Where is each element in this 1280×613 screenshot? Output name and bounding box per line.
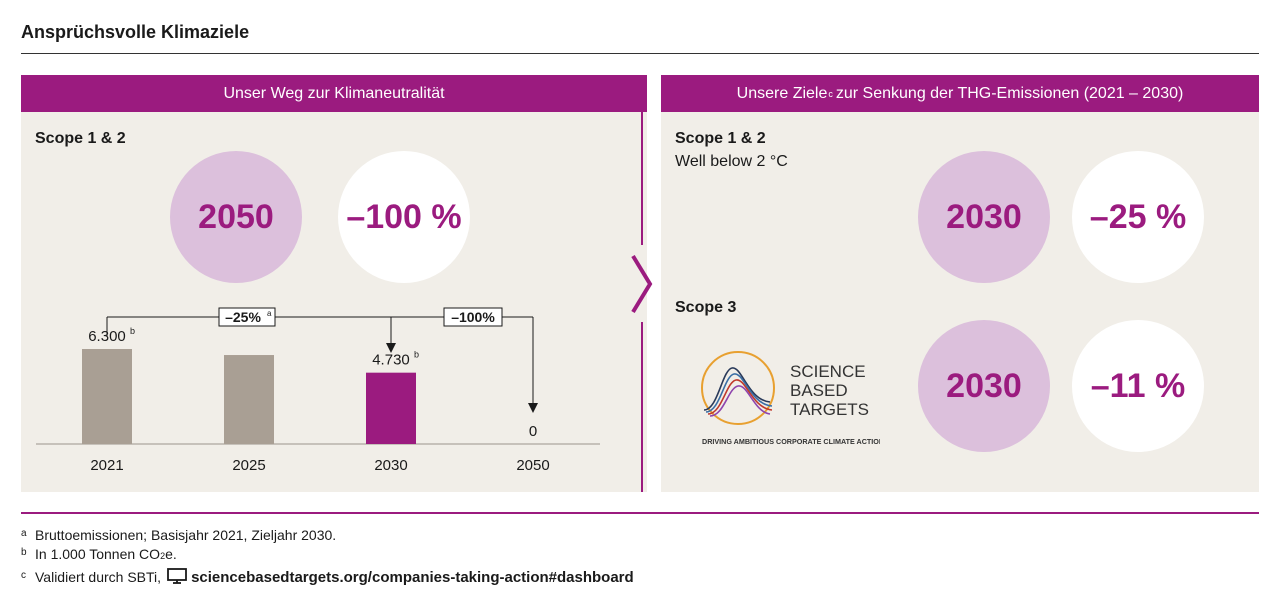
chevron-right-icon: [631, 254, 653, 314]
title-rule: [21, 53, 1259, 54]
right-scope3-label: Scope 3: [675, 299, 737, 316]
right-header-sup: c: [828, 88, 833, 99]
annotation-minus-25-label: –25%: [225, 309, 261, 325]
right-scope12-label: Scope 1 & 2: [675, 130, 766, 147]
arrow-head-2030: [386, 343, 396, 353]
left-target-year-circle: 2050: [170, 151, 302, 283]
footnote-c-text: Validiert durch SBTi,: [35, 569, 162, 585]
left-panel-header: Unser Weg zur Klimaneutralität: [21, 75, 647, 112]
data-label-2030: 4.730: [372, 352, 410, 369]
sbt-logo-circle-icon: [701, 351, 775, 425]
sbt-logo-tagline: DRIVING AMBITIOUS CORPORATE CLIMATE ACTI…: [702, 437, 880, 446]
monitor-icon: [167, 568, 187, 584]
footnote-b-text-post: e.: [165, 546, 177, 562]
x-tick-label-2021: 2021: [90, 457, 123, 474]
left-target-reduction-circle: –100 %: [338, 151, 470, 283]
footnote-b-mark: b: [21, 547, 27, 558]
footnote-c-mark: c: [21, 570, 26, 581]
footnote-a-mark: a: [21, 528, 27, 539]
left-panel: Unser Weg zur Klimaneutralität: [21, 75, 647, 492]
sbt-logo-line2: BASED: [790, 381, 848, 400]
data-label-2050: 0: [529, 423, 537, 440]
footnote-a: a Bruttoemissionen; Basisjahr 2021, Ziel…: [21, 527, 336, 543]
annotation-minus-25-footnote: a: [267, 309, 272, 318]
right-header-pre: Unsere Ziele: [736, 84, 828, 102]
scope12-reduction-circle: –25 %: [1072, 151, 1204, 283]
left-scope-label: Scope 1 & 2: [35, 130, 126, 147]
x-tick-label-2030: 2030: [374, 457, 407, 474]
footer-rule: [21, 512, 1259, 514]
bar-2021: [82, 349, 132, 444]
panel-divider-top: [641, 75, 643, 245]
annotation-minus-100-box: [443, 307, 503, 327]
right-header-post: zur Senkung der THG-Emissionen (2021 – 2…: [835, 84, 1184, 102]
sbt-logo-line3: TARGETS: [790, 400, 869, 419]
scope3-year-circle: 2030: [918, 320, 1050, 452]
page-title: Ansprüchsvolle Klimaziele: [21, 22, 250, 42]
annotation-minus-25-box: [218, 307, 276, 327]
sbti-dashboard-link[interactable]: sciencebasedtargets.org/companies-taking…: [191, 569, 634, 586]
science-based-targets-logo: SCIENCE BASED TARGETS DRIVING AMBITIOUS …: [701, 351, 880, 446]
right-panel-header: Unsere Ziele c zur Senkung der THG-Emissio…: [661, 75, 1259, 112]
right-scope12-sub: Well below 2 °C: [675, 153, 788, 170]
bar-2025: [224, 355, 274, 444]
arrow-head-2050: [528, 403, 538, 413]
x-tick-label-2050: 2050: [516, 457, 549, 474]
footnote-b-text-sub: 2: [160, 551, 166, 561]
scope3-reduction-circle: –11 %: [1072, 320, 1204, 452]
footnote-b: b In 1.000 Tonnen CO 2 e.: [21, 546, 177, 562]
footnote-b-text-pre: In 1.000 Tonnen CO: [35, 546, 161, 562]
annotation-minus-100-label: –100%: [451, 309, 495, 325]
panel-divider-bottom: [641, 322, 643, 492]
bar-2030: [366, 372, 416, 444]
scope12-year-circle: 2030: [918, 151, 1050, 283]
data-label-footnote-2030: b: [414, 350, 419, 360]
footnote-a-text: Bruttoemissionen; Basisjahr 2021, Zielja…: [35, 527, 337, 543]
data-label-footnote-2021: b: [130, 326, 135, 336]
footnote-c: c Validiert durch SBTi, sciencebasedtarg…: [21, 566, 634, 586]
data-label-2021: 6.300: [88, 328, 126, 345]
sbt-logo-line1: SCIENCE: [790, 362, 866, 381]
x-tick-label-2025: 2025: [232, 457, 265, 474]
